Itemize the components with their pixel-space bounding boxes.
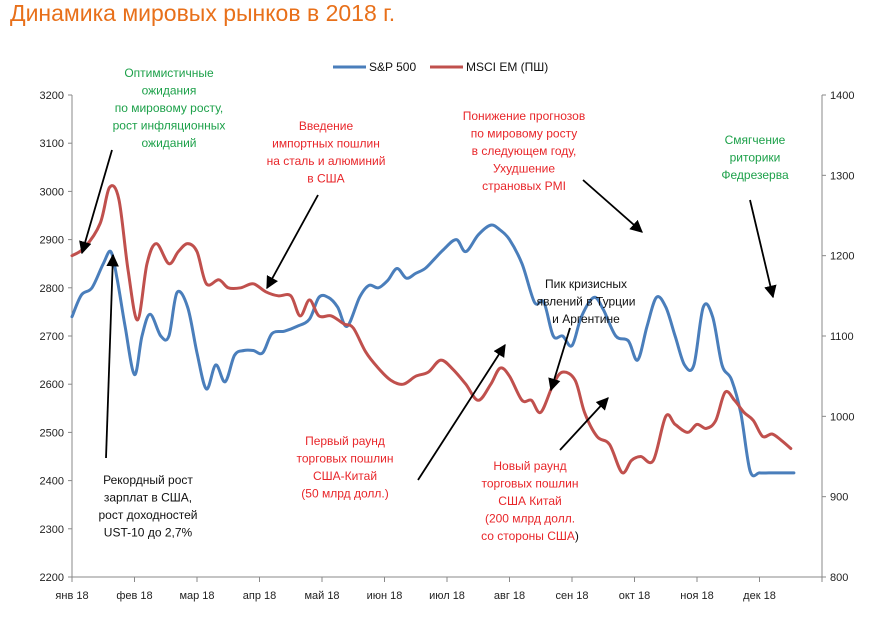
arrow-wages	[105, 253, 119, 459]
series-line-msci	[70, 184, 793, 475]
y-left-tick-label: 3000	[40, 186, 64, 198]
arrow-tariffs-steel	[266, 194, 319, 290]
annotation-line: импортных пошлин	[272, 137, 380, 151]
x-tick-label: ноя 18	[680, 590, 713, 602]
annotation-line: Введение	[299, 119, 354, 133]
legend-label-msci: MSCI EM (ПШ)	[466, 60, 548, 74]
annotation-line: торговых пошлин	[297, 452, 394, 466]
annotation-fed: Смягчение риторики Федрезерва	[721, 133, 789, 182]
y-right-tick-label: 1400	[830, 90, 854, 102]
y-left-tick-label: 2200	[40, 572, 64, 584]
y-right-tick-label: 1000	[830, 411, 854, 423]
arrow-round1	[417, 343, 506, 481]
annotation-line: по мировому росту,	[115, 101, 224, 115]
annotation-line: ожидания	[142, 84, 197, 98]
annotation-forecasts: Понижение прогнозов по мировому росту в сл…	[463, 109, 585, 193]
annotation-line: Рекордный рост	[103, 473, 193, 487]
annotation-line: Пик кризисных	[545, 277, 627, 291]
x-tick-label: янв 18	[55, 590, 88, 602]
annotation-line: Федрезерва	[721, 168, 789, 182]
y-right-tick-label: 1300	[830, 170, 854, 182]
annotation-line: и Аргентине	[552, 312, 620, 326]
legend: S&P 500 MSCI EM (ПШ)	[333, 60, 548, 74]
annotation-line: рост доходностей	[98, 508, 197, 522]
annotation-line: на сталь и алюминий	[267, 154, 386, 168]
arrow-optimistic	[79, 149, 113, 255]
x-tick-label: июл 18	[429, 590, 465, 602]
annotation-optimistic: Оптимистичные ожидания по мировому росту, р…	[113, 66, 226, 150]
annotation-round1: Первый раунд торговых пошлин США-Китай (50 …	[297, 434, 394, 501]
y-right-tick-label: 1100	[830, 331, 854, 343]
annotation-line: Новый раунд	[493, 459, 566, 473]
series-line-sp500	[70, 223, 796, 478]
series-lines	[70, 184, 796, 478]
y-left-tick-label: 3100	[40, 138, 64, 150]
y-left-tick-label: 2400	[40, 476, 64, 488]
annotation-line: со стороны США)	[481, 529, 579, 543]
annotation-line: риторики	[730, 151, 781, 165]
chart-title: Динамика мировых рынков в 2018 г.	[10, 0, 396, 26]
y-left-tick-label: 2500	[40, 427, 64, 439]
x-tick-label: мар 18	[179, 590, 214, 602]
annotation-round2: Новый раунд торговых пошлин США Китай (200 …	[481, 459, 579, 543]
annotation-line: рост инфляционных	[113, 119, 226, 133]
y-left-tick-label: 2800	[40, 283, 64, 295]
annotation-line: США-Китай	[313, 469, 377, 483]
annotation-line: Первый раунд	[305, 434, 385, 448]
y-left-tick-label: 2600	[40, 379, 64, 391]
arrow-fed	[749, 199, 777, 299]
y-left-tick-label: 2900	[40, 235, 64, 247]
x-tick-label: окт 18	[619, 590, 650, 602]
annotation-line: торговых пошлин	[482, 477, 579, 491]
y-left-tick-label: 2300	[40, 524, 64, 536]
y-right-tick-label: 900	[830, 492, 848, 504]
x-tick-label: сен 18	[556, 590, 589, 602]
arrow-forecasts	[582, 179, 643, 233]
annotation-line: Ухудшение	[493, 162, 555, 176]
x-tick-label: авг 18	[494, 590, 525, 602]
annotation-line: страновых PMI	[482, 179, 566, 193]
x-tick-label: май 18	[304, 590, 339, 602]
y-left-tick-label: 3200	[40, 90, 64, 102]
arrow-round2	[559, 397, 609, 451]
annotation-line: ожиданий	[142, 136, 197, 150]
annotation-line: в США	[307, 172, 344, 186]
annotation-line: зарплат в США,	[104, 491, 192, 505]
annotation-line: США Китай	[498, 494, 561, 508]
annotations: Оптимистичные ожидания по мировому росту, р…	[98, 66, 788, 543]
y-right-tick-label: 800	[830, 572, 848, 584]
x-tick-label: июн 18	[367, 590, 403, 602]
annotation-wages: Рекордный рост зарплат в США, рост доходно…	[98, 473, 197, 540]
legend-label-sp500: S&P 500	[369, 60, 416, 74]
annotation-arrows	[79, 149, 777, 481]
annotation-line: явлений в Турции	[537, 295, 636, 309]
annotation-line: в следующем году,	[472, 144, 577, 158]
annotation-line: (50 млрд долл.)	[301, 487, 388, 501]
annotation-line: Смягчение	[725, 133, 786, 147]
annotation-tail: )	[575, 529, 579, 543]
annotation-line: Понижение прогнозов	[463, 109, 585, 123]
y-right-tick-label: 1200	[830, 251, 854, 263]
annotation-tariffs-steel: Введение импортных пошлин на сталь и алюми…	[267, 119, 386, 186]
annotation-line: (200 млрд долл.	[485, 512, 575, 526]
annotation-line: по мировому росту	[471, 127, 577, 141]
annotation-crisis: Пик кризисных явлений в Турции и Аргентине	[537, 277, 636, 326]
x-tick-label: апр 18	[243, 590, 276, 602]
x-tick-label: дек 18	[743, 590, 776, 602]
arrow-crisis	[548, 327, 571, 392]
annotation-line: UST-10 до 2,7%	[104, 526, 193, 540]
x-tick-label: фев 18	[116, 590, 152, 602]
y-left-tick-label: 2700	[40, 331, 64, 343]
annotation-line: Оптимистичные	[124, 66, 214, 80]
axes: 2200 2300 2400 2500 2600 2700 2800 2900 3000 3100…	[40, 90, 855, 602]
